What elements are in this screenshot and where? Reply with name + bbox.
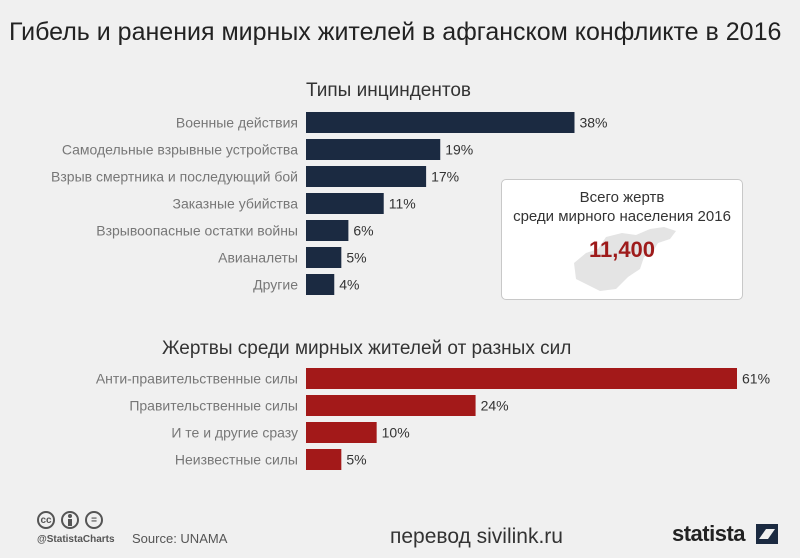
data-label: 10%	[382, 425, 410, 441]
data-label: 38%	[579, 115, 607, 131]
bar	[306, 395, 476, 416]
translation-credit: перевод sivilink.ru	[390, 525, 563, 548]
data-label: 6%	[353, 223, 373, 239]
category-label: Взрывоопасные остатки войны	[96, 223, 298, 239]
category-label: И те и другие сразу	[171, 425, 298, 441]
chart1-title: Типы инциндентов	[306, 80, 471, 101]
category-label: Военные действия	[176, 115, 298, 131]
bar	[306, 368, 737, 389]
bar-charts: Военные действия 38% Самодельные взрывные …	[51, 112, 770, 470]
statista-logo-icon[interactable]	[756, 524, 778, 544]
category-label: Авианалеты	[218, 250, 298, 266]
callout-value: 11,400	[588, 237, 656, 262]
category-label: Неизвестные силы	[175, 452, 298, 468]
bar	[306, 274, 335, 295]
data-label: 17%	[431, 169, 459, 185]
afghanistan-map-icon	[574, 227, 676, 291]
category-label: Правительственные силы	[129, 398, 298, 414]
category-label: Взрыв смертника и последующий бой	[51, 169, 298, 185]
bar	[306, 422, 377, 443]
category-label: Самодельные взрывные устройства	[62, 142, 298, 158]
statista-logo-text[interactable]: statista	[672, 521, 746, 546]
data-label: 4%	[339, 277, 359, 293]
bar	[306, 193, 384, 214]
bar	[306, 166, 427, 187]
footer: cc = @StatistaCharts Source: UNAMA перев…	[0, 505, 800, 558]
callout-label: Всего жертв среди мирного населения 2016	[513, 189, 731, 225]
category-label: Заказные убийства	[173, 196, 299, 212]
data-label: 61%	[742, 371, 770, 387]
statista-handle[interactable]: @StatistaCharts	[37, 534, 115, 545]
category-label: Анти-правительственные силы	[96, 371, 298, 387]
by-person-icon[interactable]	[61, 511, 79, 529]
bar	[306, 139, 441, 160]
source-text: Source: UNAMA	[132, 531, 228, 546]
data-label: 5%	[346, 250, 366, 266]
bar	[306, 220, 349, 241]
category-label: Другие	[253, 277, 298, 293]
data-label: 19%	[445, 142, 473, 158]
bar	[306, 247, 342, 268]
chart2-title: Жертвы среди мирных жителей от разных си…	[162, 338, 572, 359]
license-icons: cc =	[37, 511, 103, 529]
nd-equals-icon[interactable]: =	[85, 511, 103, 529]
page-title: Гибель и ранения мирных жителей в афганс…	[9, 18, 782, 46]
data-label: 11%	[389, 196, 416, 212]
bar	[306, 449, 342, 470]
total-victims-callout: Всего жертв среди мирного населения 2016…	[501, 179, 743, 300]
data-label: 24%	[481, 398, 509, 414]
bar	[306, 112, 575, 133]
data-label: 5%	[346, 452, 366, 468]
cc-icon[interactable]: cc	[37, 511, 55, 529]
